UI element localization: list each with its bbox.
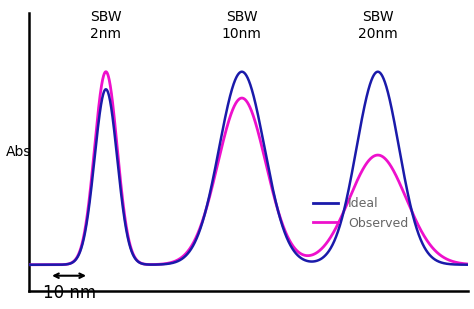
Legend: Ideal, Observed: Ideal, Observed xyxy=(308,193,413,235)
Text: SBW
10nm: SBW 10nm xyxy=(222,10,262,41)
Text: SBW
20nm: SBW 20nm xyxy=(358,10,398,41)
Text: SBW
2nm: SBW 2nm xyxy=(90,10,122,41)
Text: 10 nm: 10 nm xyxy=(43,285,96,303)
Y-axis label: Abs: Abs xyxy=(6,145,31,159)
